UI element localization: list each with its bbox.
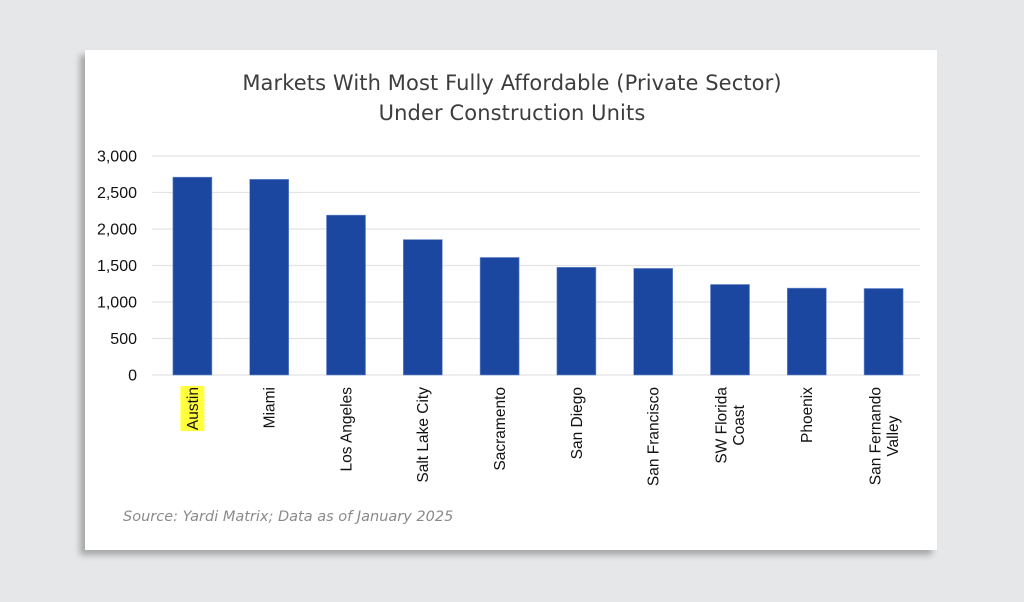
x-tick-label: San Fernando Valley: [867, 387, 902, 485]
x-tick-label: Austin: [180, 386, 205, 432]
bar-salt-lake-city: [402, 239, 443, 376]
bar-austin: [172, 176, 213, 376]
bar-san-francisco: [633, 268, 674, 376]
x-tick-label-line: SW Florida: [714, 387, 731, 464]
x-tick-label-line: Coast: [731, 404, 748, 445]
y-tick-label: 2,500: [97, 185, 137, 202]
y-tick-label: 0: [128, 368, 137, 385]
x-tick-label-line: San Fernando: [867, 387, 884, 485]
y-tick-label: 3,000: [97, 149, 137, 166]
x-tick-label-line: Salt Lake City: [415, 387, 432, 483]
bar-san-fernando-valley: [863, 288, 904, 376]
x-tick-label: Salt Lake City: [415, 387, 432, 483]
x-tick-label-line: Los Angeles: [338, 387, 355, 472]
x-tick-label-line: Austin: [185, 387, 202, 430]
bar-san-diego: [556, 267, 597, 376]
chart-title-line-1: Markets With Most Fully Affordable (Priv…: [242, 71, 782, 95]
bar-sacramento: [479, 257, 520, 376]
x-tick-label-line: Valley: [885, 415, 902, 456]
y-tick-label: 1,000: [97, 295, 137, 312]
x-tick-label: Phoenix: [799, 387, 816, 443]
chart-title-line-2: Under Construction Units: [378, 101, 646, 125]
x-tick-label-line: San Francisco: [646, 387, 663, 486]
x-tick-label-line: Sacramento: [492, 387, 509, 471]
y-tick-label: 2,000: [97, 222, 137, 239]
bar-sw-florida-coast: [710, 284, 750, 376]
x-axis-labels: Austin Miami Los Angeles Salt Lake City Sacr…: [180, 386, 902, 486]
x-tick-label: SW Florida Coast: [714, 387, 749, 464]
y-tick-label: 1,500: [97, 258, 137, 275]
x-tick-label-line: Phoenix: [799, 387, 816, 443]
label-highlight: [180, 386, 205, 432]
x-tick-label-line: San Diego: [569, 387, 586, 459]
bar-los-angeles: [326, 214, 366, 376]
x-tick-label: San Francisco: [646, 387, 663, 486]
bars: [172, 176, 904, 376]
bar-miami: [249, 179, 289, 376]
chart-title: Markets With Most Fully Affordable (Priv…: [0, 68, 1024, 128]
x-tick-label-line: Miami: [262, 387, 279, 428]
x-tick-label: Los Angeles: [338, 387, 355, 472]
y-tick-label: 500: [110, 331, 137, 348]
y-axis-ticks: 0 500 1,000 1,500 2,000 2,500 3,000: [97, 149, 137, 385]
bar-phoenix: [786, 287, 827, 376]
source-note: Source: Yardi Matrix; Data as of January…: [123, 509, 454, 525]
x-tick-label: San Diego: [569, 387, 586, 459]
x-tick-label: Miami: [262, 387, 279, 428]
x-tick-label: Sacramento: [492, 387, 509, 471]
